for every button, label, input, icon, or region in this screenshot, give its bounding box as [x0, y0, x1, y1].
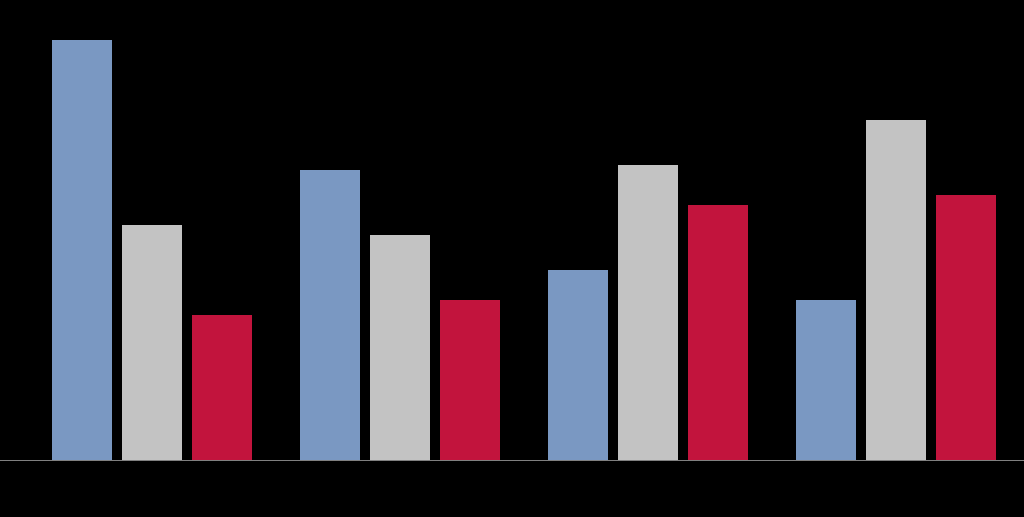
- bar-g2-s2: [370, 235, 430, 460]
- bar-g3-s2: [618, 165, 678, 460]
- bar-g3-s3: [688, 205, 748, 460]
- bar-g3-s1: [548, 270, 608, 460]
- bar-g1-s2: [122, 225, 182, 460]
- bar-g4-s2: [866, 120, 926, 460]
- bar-g1-s3: [192, 315, 252, 460]
- bar-g4-s3: [936, 195, 996, 460]
- chart-svg: [0, 0, 1024, 517]
- bar-chart: [0, 0, 1024, 517]
- bar-g2-s1: [300, 170, 360, 460]
- bar-g4-s1: [796, 300, 856, 460]
- bar-g1-s1: [52, 40, 112, 460]
- bar-g2-s3: [440, 300, 500, 460]
